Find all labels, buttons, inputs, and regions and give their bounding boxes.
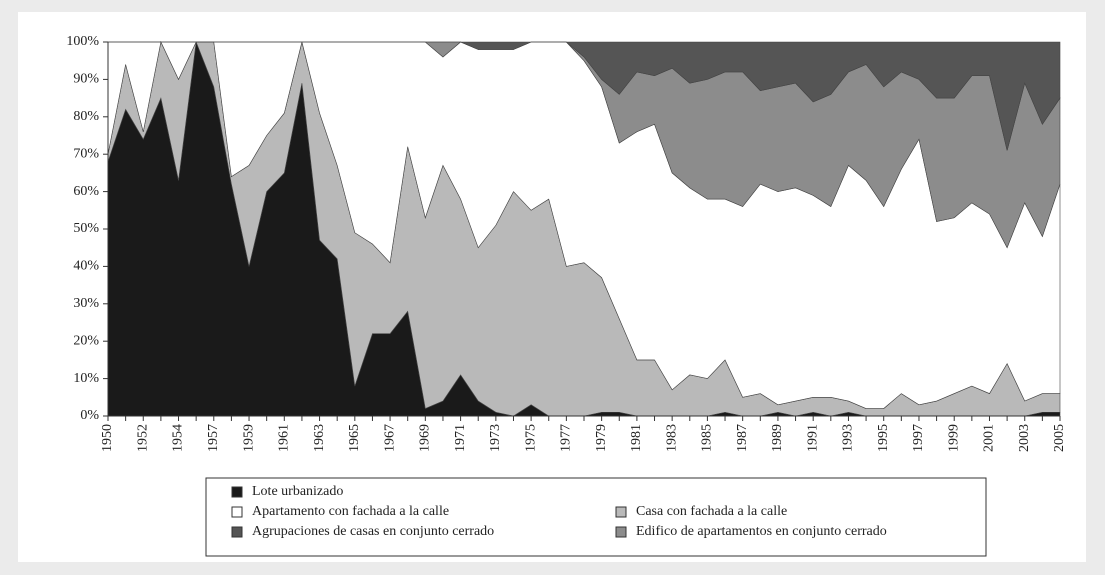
x-tick-label: 1969 <box>418 424 433 452</box>
legend-label: Apartamento con fachada a la calle <box>252 504 449 519</box>
x-tick-label: 1983 <box>664 424 679 452</box>
x-tick-label: 2001 <box>982 424 997 452</box>
x-tick-label: 1991 <box>805 424 820 452</box>
area <box>108 41 1061 151</box>
x-tick-label: 1977 <box>559 424 574 452</box>
x-tick-label: 2003 <box>1017 424 1032 452</box>
legend-swatch <box>615 526 627 538</box>
x-tick-label: 1999 <box>946 424 961 452</box>
x-tick-label: 1997 <box>911 424 926 452</box>
legend-swatch <box>231 526 243 538</box>
legend-swatch <box>615 506 627 518</box>
y-tick-label: 0% <box>80 408 99 423</box>
x-tick-label: 1952 <box>135 424 150 452</box>
x-tick-label: 1971 <box>453 424 468 452</box>
y-tick-label: 30% <box>73 296 99 311</box>
x-tick-label: 1981 <box>629 424 644 452</box>
legend-swatch <box>231 486 243 498</box>
x-tick-label: 1975 <box>523 424 538 452</box>
x-tick-label: 1963 <box>312 424 327 452</box>
legend-box <box>205 477 987 557</box>
y-tick-label: 60% <box>73 184 99 199</box>
legend-label: Agrupaciones de casas en conjunto cerrad… <box>252 524 494 539</box>
x-tick-label: 1961 <box>277 424 292 452</box>
x-tick-label: 1950 <box>100 424 115 452</box>
x-tick-label: 1954 <box>171 424 186 452</box>
legend-label: Edifico de apartamentos en conjunto cerr… <box>636 524 887 539</box>
x-tick-label: 1967 <box>382 424 397 452</box>
x-tick-label: 1995 <box>876 424 891 452</box>
y-tick-label: 20% <box>73 333 99 348</box>
y-tick-label: 70% <box>73 146 99 161</box>
x-tick-label: 1993 <box>841 424 856 452</box>
x-tick-label: 1965 <box>347 424 362 452</box>
y-tick-label: 90% <box>73 72 99 87</box>
x-tick-label: 1979 <box>594 424 609 452</box>
x-tick-label: 1959 <box>241 424 256 452</box>
legend-label: Lote urbanizado <box>252 484 343 499</box>
x-tick-label: 1987 <box>735 424 750 452</box>
y-tick-label: 40% <box>73 259 99 274</box>
legend-label: Casa con fachada a la calle <box>636 504 787 519</box>
y-tick-label: 50% <box>73 221 99 236</box>
y-tick-label: 80% <box>73 109 99 124</box>
y-tick-label: 100% <box>66 34 99 49</box>
y-tick-label: 10% <box>73 371 99 386</box>
x-tick-label: 2005 <box>1052 424 1067 452</box>
x-tick-label: 1985 <box>700 424 715 452</box>
x-tick-label: 1957 <box>206 424 221 452</box>
x-tick-label: 1973 <box>488 424 503 452</box>
legend-swatch <box>231 506 243 518</box>
x-tick-label: 1989 <box>770 424 785 452</box>
